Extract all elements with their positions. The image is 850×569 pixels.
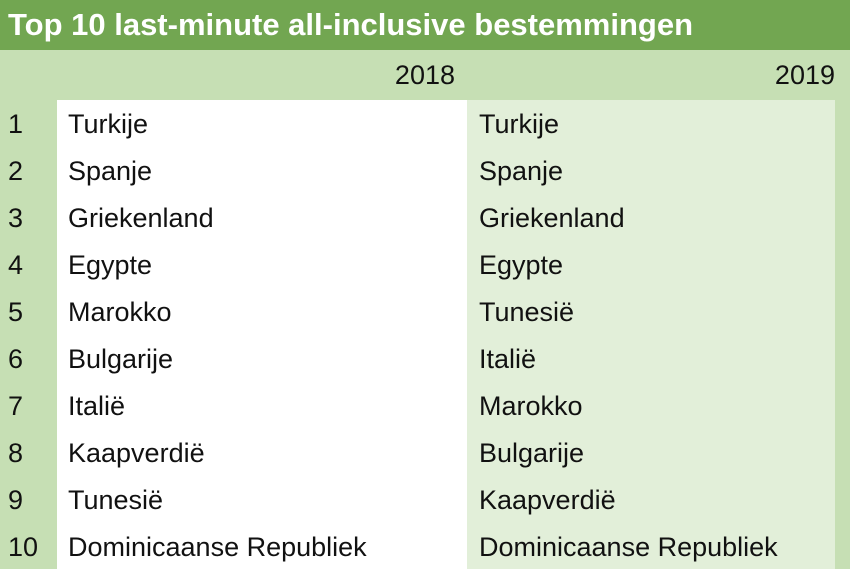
column-bg <box>467 100 835 569</box>
destination: Spanje <box>479 156 564 186</box>
rank: 2 <box>8 156 24 186</box>
destination: Egypte <box>479 250 564 280</box>
rank: 9 <box>8 485 24 515</box>
rank: 1 <box>8 109 24 139</box>
rank: 6 <box>8 344 24 374</box>
destination: Marokko <box>68 297 172 327</box>
title: Top 10 last-minute all-inclusive bestemm… <box>0 0 850 50</box>
destination: Turkije <box>479 109 560 139</box>
column-bg <box>57 100 467 569</box>
destination: Kaapverdië <box>479 485 616 515</box>
destination: Tunesië <box>68 485 164 515</box>
destination: Italië <box>479 344 537 374</box>
column-header: 2018 <box>394 60 455 90</box>
rank: 8 <box>8 438 24 468</box>
destination: Italië <box>68 391 126 421</box>
destination: Tunesië <box>479 297 575 327</box>
rank: 7 <box>8 391 24 421</box>
destination: Egypte <box>68 250 153 280</box>
destination: Bulgarije <box>479 438 585 468</box>
rank: 5 <box>8 297 24 327</box>
rank: 4 <box>8 250 24 280</box>
destination: Marokko <box>479 391 583 421</box>
destination: Griekenland <box>479 203 625 233</box>
rank: 10 <box>8 532 39 562</box>
destination: Griekenland <box>68 203 214 233</box>
destination: Dominicaanse Republiek <box>479 532 778 562</box>
destination: Kaapverdië <box>68 438 205 468</box>
destination: Bulgarije <box>68 344 174 374</box>
destination: Turkije <box>68 109 149 139</box>
destination: Dominicaanse Republiek <box>68 532 367 562</box>
rank: 3 <box>8 203 24 233</box>
destination: Spanje <box>68 156 153 186</box>
column-header: 2019 <box>774 60 835 90</box>
